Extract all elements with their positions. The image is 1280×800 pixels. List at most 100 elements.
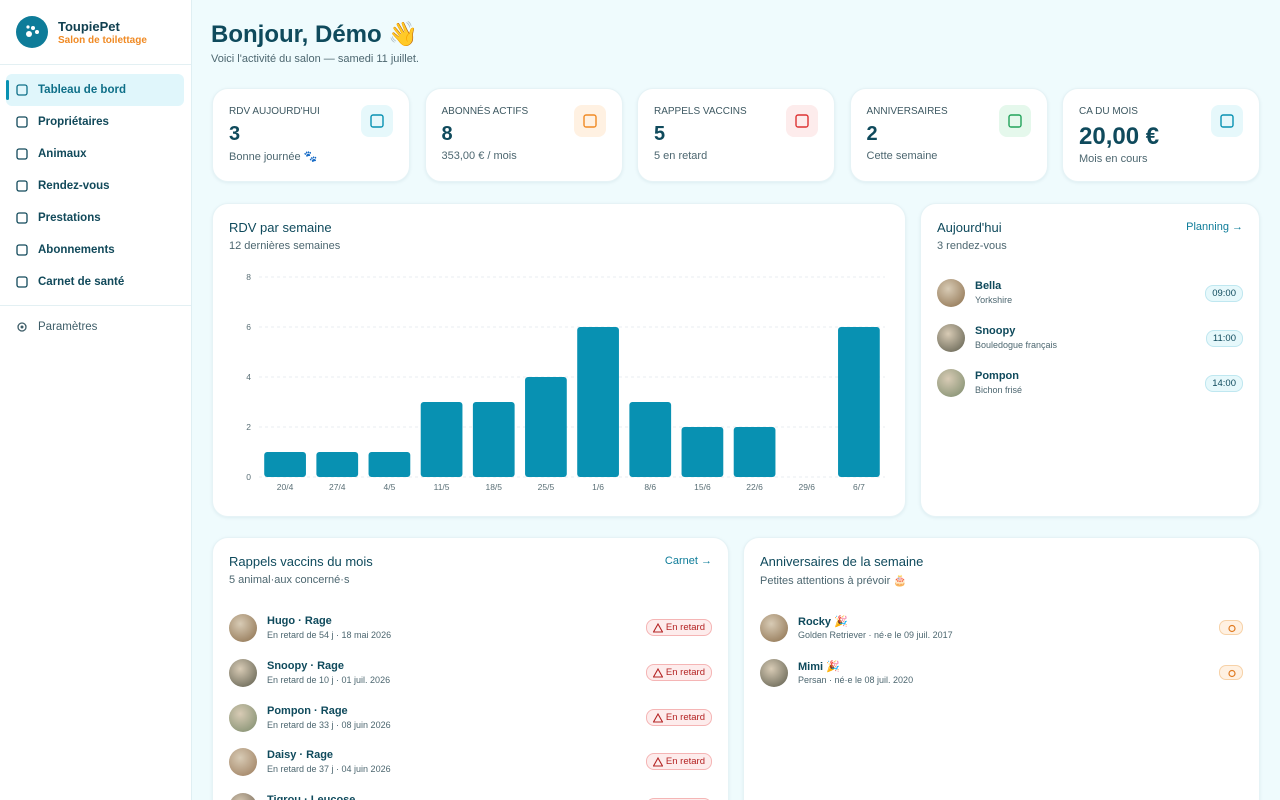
- stat-value: 8: [441, 123, 453, 145]
- nav-item[interactable]: Rendez-vous: [6, 170, 184, 202]
- icon: [16, 84, 28, 96]
- stat-value: 3: [229, 123, 241, 145]
- bar: [472, 402, 515, 477]
- status-badge: En retard: [645, 619, 712, 636]
- x-tick-label: 4/5: [384, 482, 396, 492]
- avatar: [229, 793, 257, 800]
- nav-item[interactable]: Carnet de santé: [6, 266, 184, 298]
- nav-item[interactable]: Abonnements: [6, 234, 184, 266]
- item-name: Pompon · Rage: [267, 704, 348, 717]
- status-text: En retard: [665, 711, 705, 723]
- status-text: En retard: [665, 666, 705, 678]
- page-subtitle: Voici l'activité du salon — samedi 11 ju…: [211, 53, 419, 65]
- item-name: Snoopy: [975, 325, 1016, 337]
- card-title: Aujourd'hui: [937, 220, 1002, 235]
- stat-note: Mois en cours: [1079, 153, 1148, 165]
- nav-label: Paramètres: [38, 321, 98, 333]
- nav-item[interactable]: Animaux: [6, 138, 184, 170]
- icon: [17, 322, 27, 332]
- stat-icon: [361, 105, 393, 137]
- logo: [16, 16, 48, 48]
- divider: [0, 64, 191, 65]
- x-tick-label: 27/4: [329, 482, 346, 492]
- card-subtitle: 5 animal·aux concerné·s: [229, 574, 350, 586]
- item-name: Pompon: [975, 370, 1019, 382]
- item-detail: En retard de 54 j · 18 mai 2026: [267, 630, 392, 640]
- avatar: [229, 614, 257, 642]
- icon: [16, 212, 28, 224]
- list-row: Pompon · Rage En retard de 33 j · 08 juin…: [229, 703, 712, 733]
- x-tick-label: 6/7: [853, 482, 865, 492]
- x-tick-label: 22/6: [746, 482, 763, 492]
- list-row: Snoopy Bouledogue français 11:00: [937, 323, 1243, 353]
- item-name: Bella: [975, 280, 1002, 292]
- bar: [264, 452, 306, 477]
- item-name: Hugo · Rage: [267, 615, 332, 627]
- bar: [681, 427, 724, 477]
- stat-label: CA DU MOIS: [1079, 106, 1138, 117]
- x-tick-label: 25/5: [538, 482, 555, 492]
- avatar: [760, 614, 788, 642]
- nav-item[interactable]: Tableau de bord: [6, 74, 184, 106]
- stat-card: CA DU MOIS 20,00 € Mois en cours: [1062, 88, 1260, 182]
- stat-card: ANNIVERSAIRES 2 Cette semaine: [849, 88, 1048, 182]
- avatar: [937, 369, 965, 397]
- nav-label: Rendez-vous: [38, 180, 110, 192]
- card-subtitle: Petites attentions à prévoir 🎂: [760, 575, 907, 587]
- today-card: Aujourd'hui 3 rendez-vous Planning → Bel…: [920, 203, 1260, 517]
- x-tick-label: 8/6: [644, 482, 656, 492]
- stat-note: 353,00 € / mois: [441, 150, 517, 162]
- page-title: Bonjour, Démo 👋: [211, 21, 419, 48]
- x-tick-label: 1/6: [592, 482, 604, 492]
- avatar: [937, 324, 965, 352]
- list-row: Snoopy · Rage En retard de 10 j · 01 juil…: [229, 658, 712, 688]
- y-tick-label: 4: [246, 372, 251, 382]
- nav-item[interactable]: Paramètres: [6, 311, 184, 343]
- item-detail: En retard de 10 j · 01 juil. 2026: [267, 674, 391, 685]
- link[interactable]: Carnet →: [664, 555, 712, 567]
- nav-label: Tableau de bord: [38, 84, 126, 96]
- nav-item[interactable]: Propriétaires: [6, 106, 184, 138]
- stat-label: ANNIVERSAIRES: [866, 106, 948, 117]
- list-row: Pompon Bichon frisé 14:00: [937, 368, 1243, 398]
- stat-value: 5: [654, 123, 666, 145]
- bar: [420, 402, 463, 477]
- nav-label: Prestations: [38, 212, 101, 224]
- stat-note: Cette semaine: [866, 150, 938, 162]
- brand-tagline: Salon de toilettage: [58, 35, 147, 46]
- list-row: Hugo · Rage En retard de 54 j · 18 mai 20…: [229, 613, 712, 643]
- status-text: En retard: [665, 756, 705, 768]
- gift-icon: [1219, 664, 1243, 680]
- stat-icon: [573, 105, 606, 137]
- item-name: Snoopy · Rage: [267, 659, 345, 672]
- icon: [16, 276, 28, 288]
- chart-subtitle: 12 dernières semaines: [229, 240, 341, 252]
- stat-icon: [1211, 105, 1243, 137]
- y-tick-label: 2: [246, 422, 251, 432]
- item-name: Rocky 🎉: [798, 616, 848, 628]
- list-row: Mimi 🎉 Persan · né·e le 08 juil. 2020: [760, 658, 1243, 688]
- avatar: [937, 279, 965, 307]
- stat-label: RAPPELS VACCINS: [654, 106, 747, 117]
- bar: [316, 452, 359, 477]
- divider: [0, 305, 191, 306]
- avatar: [229, 703, 257, 732]
- stat-label: ABONNÉS ACTIFS: [441, 106, 529, 117]
- time-chip: 14:00: [1205, 375, 1243, 392]
- link[interactable]: Planning →: [1186, 221, 1243, 233]
- status-badge: En retard: [645, 753, 712, 771]
- x-tick-label: 18/5: [485, 482, 502, 492]
- stat-card: RAPPELS VACCINS 5 5 en retard: [637, 88, 835, 182]
- stat-note: 5 en retard: [654, 150, 708, 162]
- item-detail: Persan · né·e le 08 juil. 2020: [798, 674, 914, 685]
- bar: [368, 452, 411, 477]
- stat-note: Bonne journée 🐾: [229, 151, 318, 163]
- vaccines-card: Rappels vaccins du mois 5 animal·aux con…: [212, 537, 729, 800]
- status-text: En retard: [665, 622, 705, 633]
- bar: [629, 402, 672, 477]
- item-detail: Golden Retriever · né·e le 09 juil. 2017: [798, 630, 953, 640]
- bar: [838, 327, 880, 477]
- nav-item[interactable]: Prestations: [6, 202, 184, 234]
